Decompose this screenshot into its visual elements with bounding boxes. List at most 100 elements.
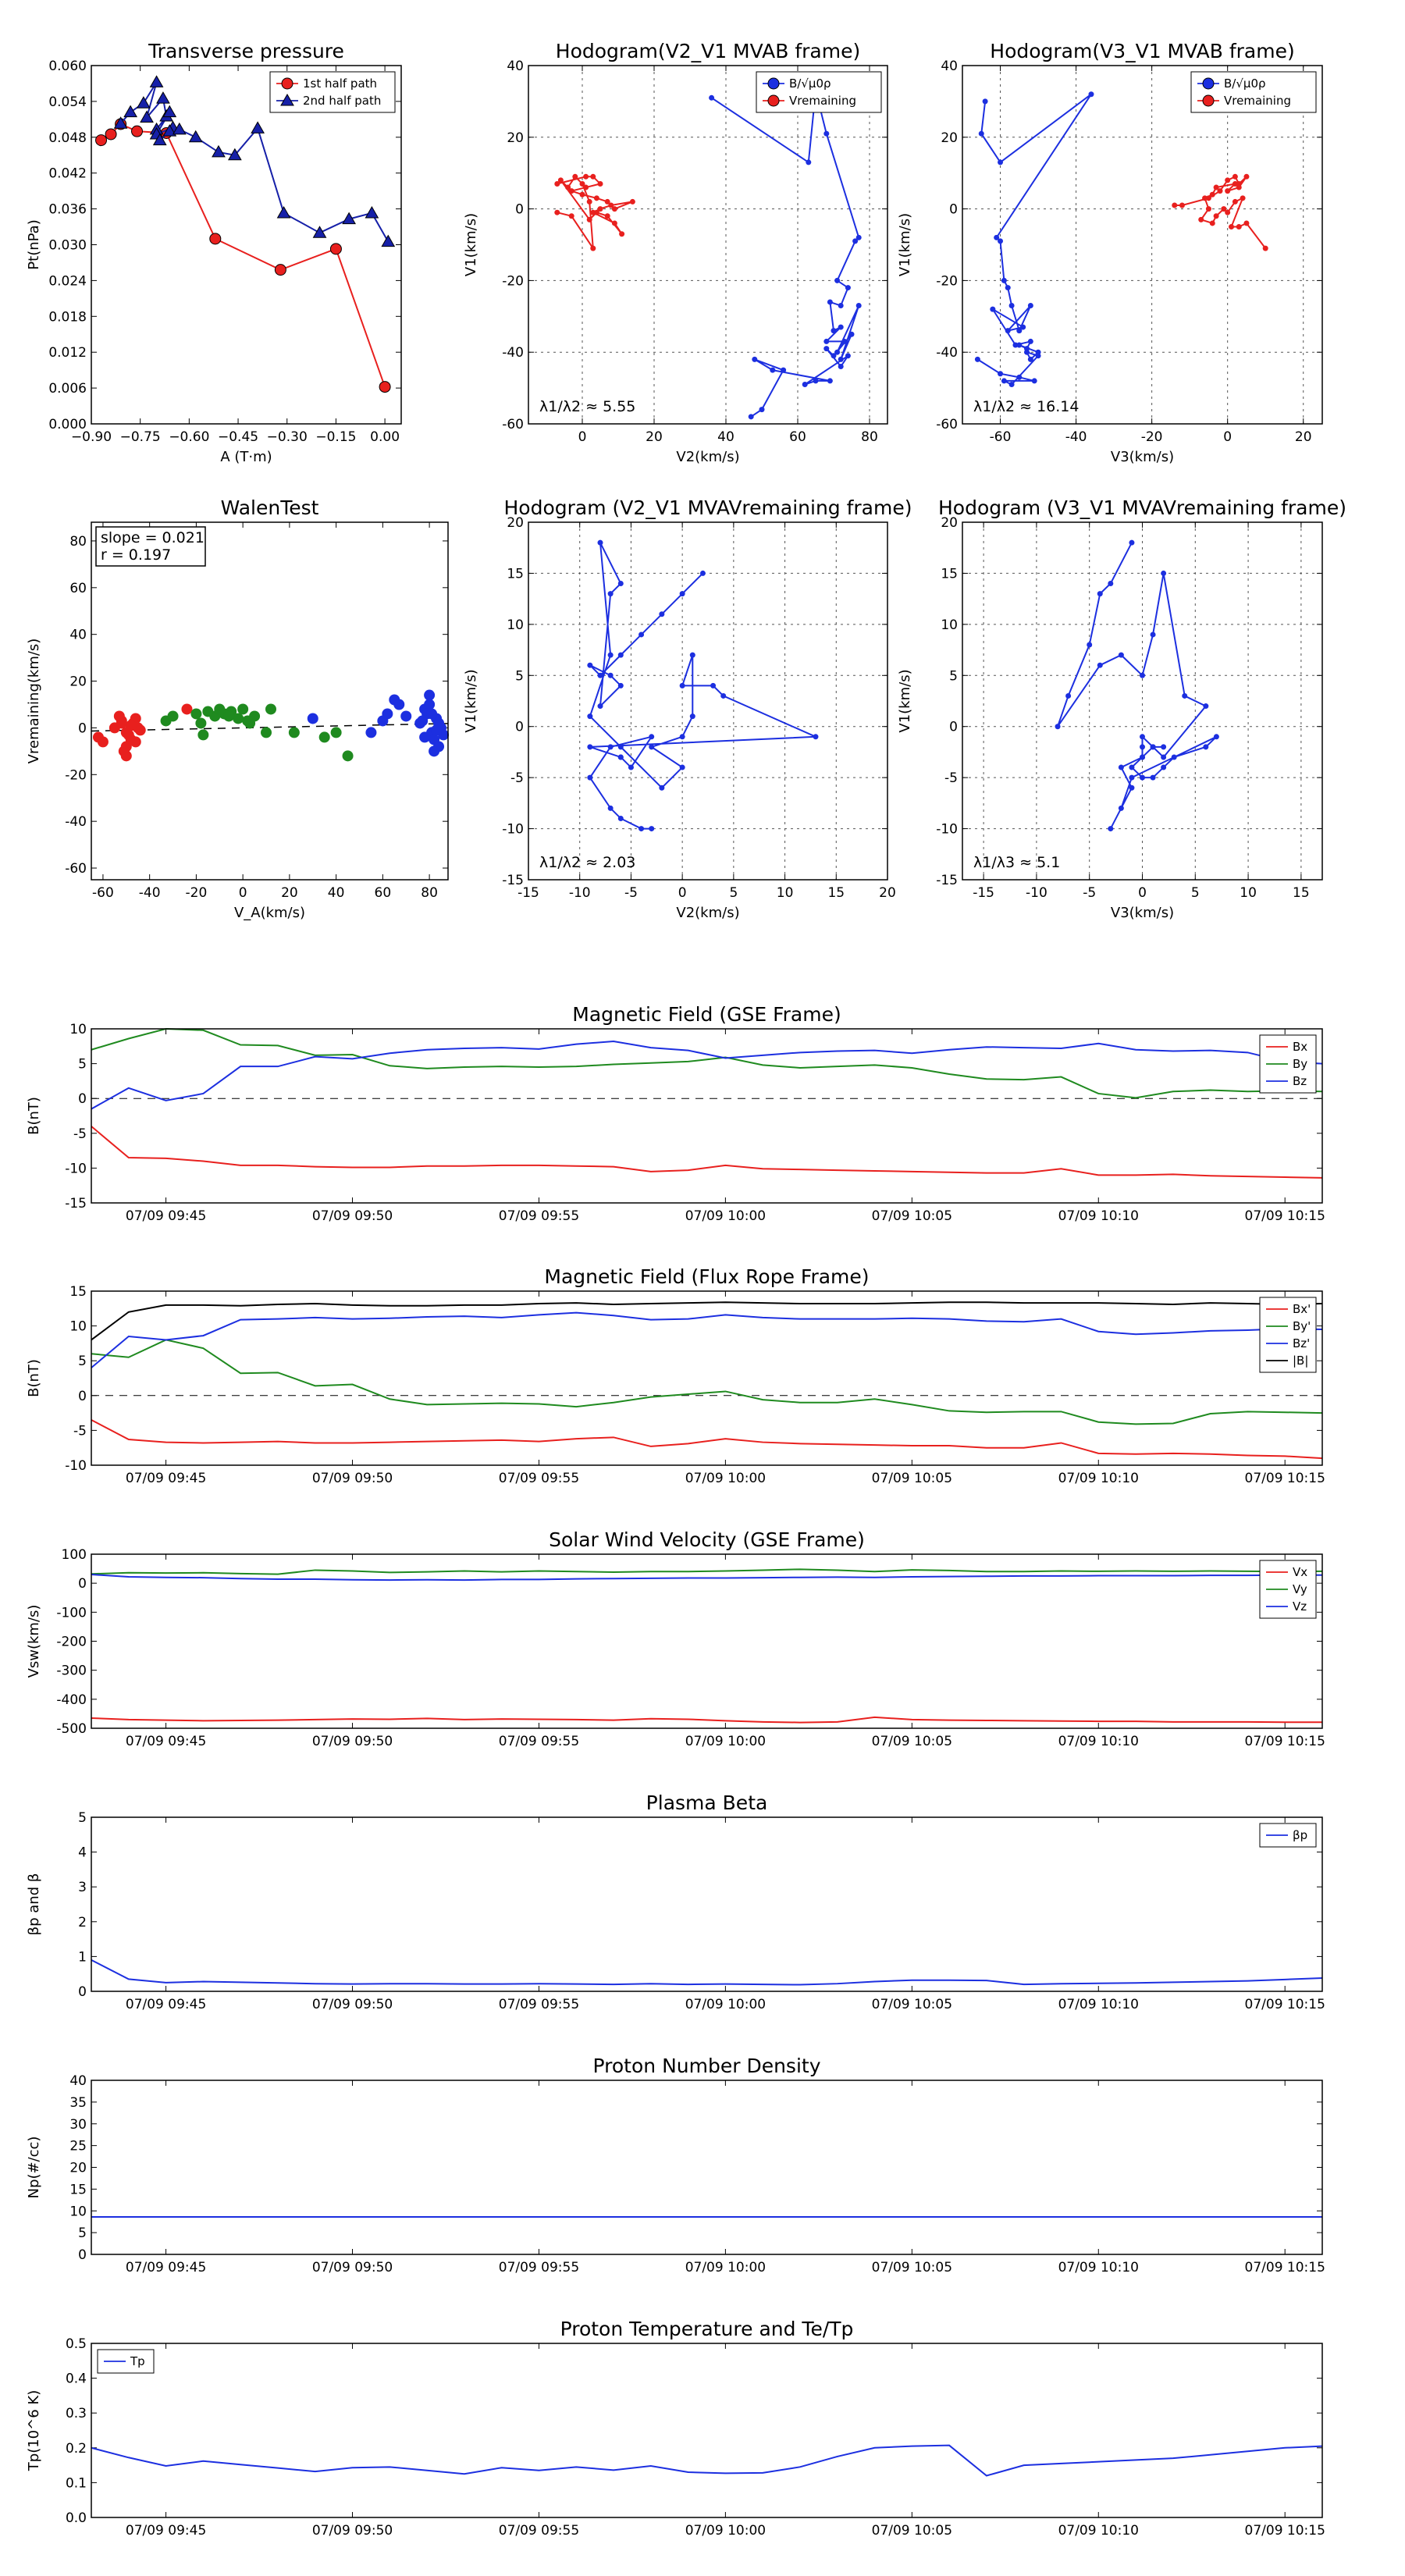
ts_np-axes-frame	[91, 2080, 1323, 2255]
ts_v-legend-label: Vz	[1293, 1599, 1307, 1614]
ts_v-ytick-label: -500	[56, 1721, 87, 1737]
ts_beta-title: Plasma Beta	[646, 1791, 768, 1814]
hodo2-point	[1236, 184, 1242, 190]
hodo2-ylabel: V1(km/s)	[897, 213, 913, 276]
pt-series-line	[101, 123, 386, 387]
ts_b_gse-xtick-label: 07/09 10:10	[1058, 1208, 1139, 1224]
hodo3-point	[689, 713, 695, 720]
ts_v-ytick-label: 100	[62, 1547, 87, 1563]
hodo3-point	[587, 662, 593, 668]
ts_beta-ytick-label: 2	[78, 1915, 87, 1930]
pt-point	[312, 226, 327, 238]
ts_tp-xtick-label: 07/09 10:10	[1058, 2523, 1139, 2539]
hodo2-point	[1262, 245, 1268, 251]
walen-point	[125, 720, 137, 731]
pt-legend-label: 1st half path	[303, 76, 377, 91]
hodo2-point	[1016, 342, 1023, 348]
pt-point	[162, 124, 177, 137]
hodo3-ytick-label: -15	[502, 873, 524, 888]
ts_v-series-line	[91, 1574, 1322, 1582]
hodo2-point	[1020, 324, 1026, 330]
ts_tp-axes-frame	[91, 2343, 1323, 2518]
hodo1-point	[568, 213, 574, 219]
pt-xtick-label: −0.90	[71, 429, 112, 445]
ts_b_fr-xtick-label: 07/09 10:15	[1245, 1471, 1325, 1486]
hodo2-point	[1198, 216, 1204, 222]
hodo3-xtick-label: 20	[879, 885, 896, 901]
hodo2-point	[1016, 328, 1023, 334]
hodo3-xtick-label: -10	[569, 885, 591, 901]
walen-point	[342, 750, 354, 762]
ts_beta-xtick-label: 07/09 10:05	[872, 1997, 952, 2012]
ts_b_gse-xtick-label: 07/09 10:05	[872, 1208, 952, 1224]
ts_b_fr-ytick-label: 0	[78, 1389, 87, 1404]
ts_v-xtick-label: 07/09 10:05	[872, 1734, 952, 1749]
walen-xtick-label: -20	[186, 885, 208, 901]
ts_v-xtick-label: 07/09 09:50	[312, 1734, 393, 1749]
hodo2-point	[1023, 349, 1030, 355]
ts_v-series-line	[91, 1716, 1322, 1724]
ts_b_fr-legend: Bx' By' Bz' |B|	[1259, 1297, 1317, 1373]
pt-point	[212, 144, 226, 158]
pt-point	[156, 91, 170, 104]
pt-point	[131, 125, 144, 137]
pt-ylabel: Pt(nPa)	[26, 219, 42, 269]
hodo3-point	[679, 734, 685, 740]
ts_b_fr-legend-box	[1259, 1297, 1317, 1373]
hodo4-ytick-label: -5	[944, 770, 958, 786]
pt-xtick-label: −0.30	[267, 429, 308, 445]
pt-point	[172, 122, 187, 135]
pt-point	[123, 105, 138, 118]
ts_b_fr-legend-label: Bz'	[1293, 1336, 1310, 1350]
walen-ytick-label: 40	[69, 628, 87, 643]
hodo3-point	[649, 734, 655, 740]
walen-point	[365, 727, 377, 738]
ts_b_gse-ytick-label: 5	[78, 1057, 87, 1073]
hodo3-point	[587, 744, 593, 750]
hodo1-point	[752, 356, 758, 362]
hodo2-legend-label: Vremaining	[1224, 94, 1291, 108]
ts_b_fr-xtick-label: 07/09 09:55	[499, 1471, 579, 1486]
walen-point	[307, 713, 318, 724]
walen-ytick-label: -20	[65, 767, 87, 783]
hodo4-point	[1108, 826, 1114, 832]
ts_beta-xtick-label: 07/09 10:00	[685, 1997, 766, 2012]
pt-xtick-label: 0.00	[370, 429, 400, 445]
ts_b_fr-xtick-label: 07/09 09:50	[312, 1471, 393, 1486]
hodo2-point	[1209, 220, 1215, 226]
hodo2-legend-marker	[1202, 94, 1215, 107]
ts_tp-xtick-label: 07/09 09:50	[312, 2523, 393, 2539]
hodo4-point	[1065, 692, 1072, 699]
hodo2-ytick-label: -40	[936, 345, 958, 361]
hodo4-xlabel: V3(km/s)	[1111, 905, 1174, 921]
hodo2-point	[1225, 177, 1231, 183]
hodo2-point	[1008, 382, 1015, 388]
hodo3-point	[617, 815, 624, 821]
hodo1-point	[838, 303, 844, 309]
ts_np-xtick-label: 07/09 09:45	[126, 2260, 206, 2275]
hodo2-point	[1001, 378, 1007, 384]
pt-point	[105, 128, 117, 141]
hodo3-point	[638, 826, 645, 832]
hodo4-point	[1129, 785, 1135, 791]
ts_np-xtick-label: 07/09 09:50	[312, 2260, 393, 2275]
hodo2-point	[1012, 342, 1019, 348]
hodo3-point	[813, 734, 819, 740]
ts_beta-xtick-label: 07/09 10:15	[1245, 1997, 1325, 2012]
hodo3-xtick-label: -15	[518, 885, 539, 901]
ts_tp-legend: Tp	[97, 2349, 155, 2374]
hodo1-point	[806, 159, 812, 165]
hodo2-point	[1225, 209, 1231, 215]
ts_beta-ytick-label: 3	[78, 1880, 87, 1895]
hodo2-point	[1213, 184, 1219, 190]
ts_b_gse-ytick-label: 0	[78, 1091, 87, 1107]
hodo4-ytick-label: 15	[941, 566, 958, 582]
hodo1-point	[802, 382, 808, 388]
ts_v-xtick-label: 07/09 10:00	[685, 1734, 766, 1749]
ts_np-xtick-label: 07/09 10:00	[685, 2260, 766, 2275]
ts_np-title: Proton Number Density	[593, 2055, 821, 2077]
hodo4-point	[1129, 774, 1135, 781]
walen-ytick-label: -40	[65, 814, 87, 830]
hodo1-ytick-label: -40	[502, 345, 524, 361]
